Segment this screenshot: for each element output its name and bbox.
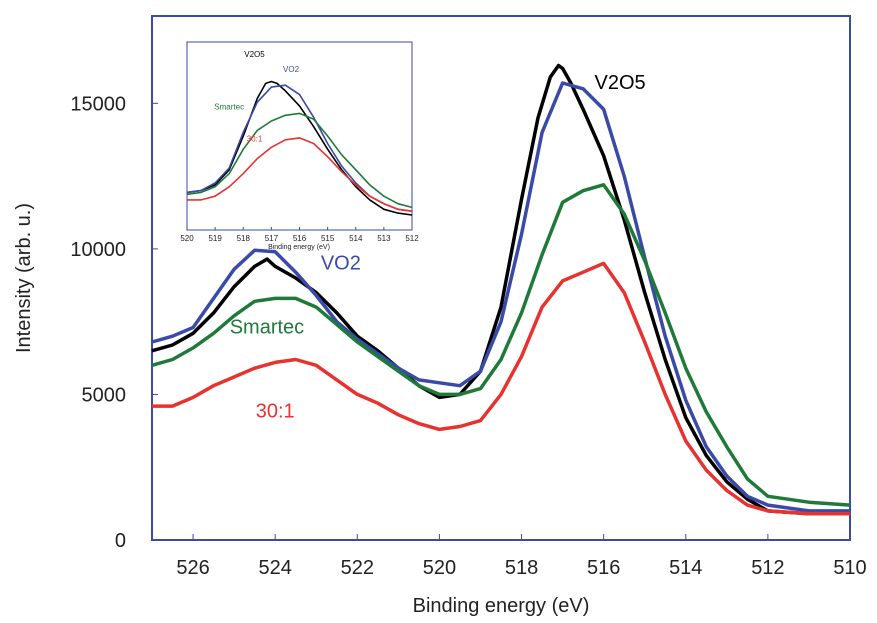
inset-series-labels: V2O5 VO2 Smartec 30:1 xyxy=(214,50,299,144)
main-series-lines xyxy=(151,63,851,516)
inset-series-label-30-1: 30:1 xyxy=(247,135,263,144)
y-tick-label: 5000 xyxy=(82,384,127,406)
y-tick-label: 15000 xyxy=(70,93,126,115)
x-tick-label: 520 xyxy=(423,557,456,579)
y-tick-label: 10000 xyxy=(70,239,126,261)
inset-x-tick-label: 516 xyxy=(293,234,307,243)
x-tick-label: 510 xyxy=(833,557,866,579)
series-line-v2o5 xyxy=(151,63,850,516)
main-axis-ticks: 526 524 522 520 518 516 514 512 510 0 5000 10000 150… xyxy=(70,93,866,579)
y-tick-label: 0 xyxy=(115,530,126,552)
inset-series-line-v2o5 xyxy=(186,80,413,216)
inset-x-tick-label: 519 xyxy=(208,234,222,243)
x-tick-label: 512 xyxy=(751,557,784,579)
x-tick-label: 524 xyxy=(258,557,291,579)
series-line-30-1 xyxy=(152,261,850,516)
inset-x-axis-title: Binding energy (eV) xyxy=(268,244,330,251)
inset-plot: 520 519 518 517 516 515 514 513 512 V2O5 VO2 Smart… xyxy=(180,41,419,251)
x-tick-label: 526 xyxy=(176,557,209,579)
series-label-vo2: VO2 xyxy=(321,252,361,274)
inset-x-tick-label: 517 xyxy=(265,234,279,243)
inset-x-tick-label: 515 xyxy=(321,234,335,243)
inset-plot-background xyxy=(187,42,412,230)
x-tick-label: 522 xyxy=(341,557,374,579)
y-axis-title: Intensity (arb. u.) xyxy=(13,203,35,353)
inset-series-label-v2o5: V2O5 xyxy=(244,50,265,59)
inset-x-tick-label: 512 xyxy=(405,234,419,243)
main-series-labels: V2O5 VO2 Smartec 30:1 xyxy=(230,72,646,423)
x-tick-label: 514 xyxy=(669,557,702,579)
inset-x-tick-label: 520 xyxy=(180,234,194,243)
inset-series-label-smartec: Smartec xyxy=(214,103,244,112)
inset-x-tick-label: 518 xyxy=(237,234,251,243)
series-label-v2o5: V2O5 xyxy=(594,72,645,94)
series-line-vo2 xyxy=(151,81,850,513)
series-label-smartec: Smartec xyxy=(230,316,304,338)
main-plot-frame xyxy=(151,15,851,541)
series-label-30-1: 30:1 xyxy=(256,401,295,423)
x-tick-label: 516 xyxy=(587,557,620,579)
inset-x-tick-label: 513 xyxy=(377,234,391,243)
inset-series-label-vo2: VO2 xyxy=(283,65,300,74)
inset-axis-ticks: 520 519 518 517 516 515 514 513 512 xyxy=(180,227,419,243)
main-plot: 526 524 522 520 518 516 514 512 510 0 5000 10000 150… xyxy=(13,15,867,617)
series-line-smartec xyxy=(151,183,851,507)
inset-x-tick-label: 514 xyxy=(349,234,363,243)
inset-series-line-smartec xyxy=(186,112,413,209)
inset-series-line-30-1 xyxy=(187,137,413,212)
inset-series-lines xyxy=(186,80,413,216)
x-tick-label: 518 xyxy=(505,557,538,579)
x-axis-title: Binding energy (eV) xyxy=(413,595,590,617)
